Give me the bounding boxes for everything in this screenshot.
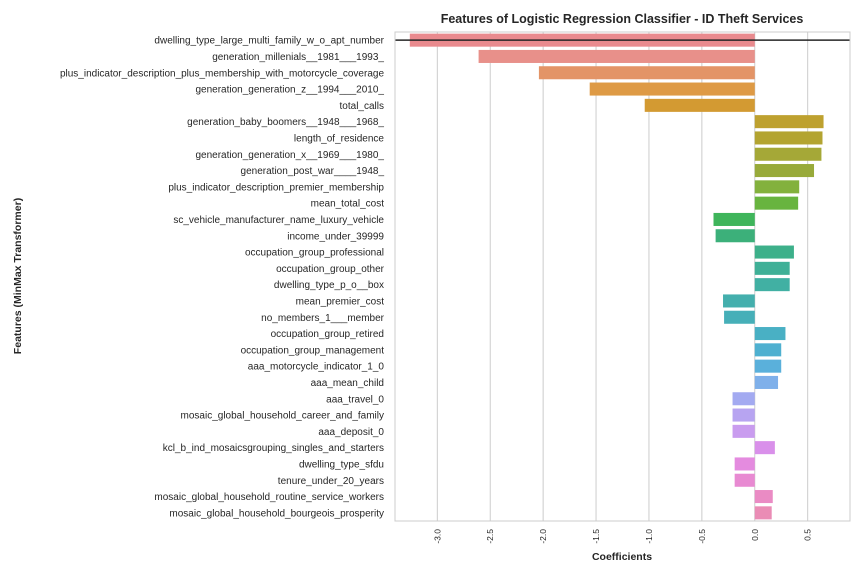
bar-occupation-group-management bbox=[754, 343, 782, 357]
bar-generation-post-war-1948 bbox=[754, 164, 815, 178]
x-tick-labels: -3.0 -2.5 -2.0 -1.5 -1.0 -0.5 0.0 0.5 bbox=[432, 529, 812, 544]
bar-aaa-deposit-0 bbox=[732, 424, 755, 438]
bar-tenure-under-20-years bbox=[734, 473, 755, 487]
y-tick-label: occupation_group_other bbox=[276, 264, 385, 275]
bar-generation-generation-x-1969-1980 bbox=[754, 147, 822, 161]
y-tick-label: generation_post_war____1948_ bbox=[241, 166, 385, 177]
x-axis-label: Coefficients bbox=[592, 551, 652, 563]
bar-length-of-residence bbox=[754, 131, 823, 145]
y-tick-label: mosaic_global_household_career_and_famil… bbox=[181, 411, 384, 422]
y-axis-label: Features (MinMax Transformer) bbox=[12, 198, 24, 354]
y-tick-label: mean_premier_cost bbox=[296, 296, 385, 307]
plot-area-frame bbox=[394, 31, 851, 522]
bar-generation-millenials-1981-1993 bbox=[478, 49, 755, 63]
y-tick-label: occupation_group_management bbox=[241, 345, 385, 356]
bar-total-calls bbox=[644, 98, 755, 112]
bar-income-under-39999 bbox=[715, 229, 755, 243]
bars bbox=[395, 33, 850, 520]
y-tick-label: mean_total_cost bbox=[311, 199, 385, 210]
y-tick-labels: dwelling_type_large_multi_family_w_o_apt… bbox=[60, 36, 385, 520]
bar-mosaic-global-household-career-and-family bbox=[732, 408, 755, 422]
chart-title: Features of Logistic Regression Classifi… bbox=[441, 12, 804, 26]
x-tick-label: -1.5 bbox=[591, 529, 601, 544]
bar-mean-premier-cost bbox=[723, 294, 755, 308]
bar-aaa-travel-0 bbox=[732, 392, 755, 406]
bar-mosaic-global-household-routine-service-workers bbox=[754, 490, 773, 504]
y-tick-label: generation_baby_boomers__1948___1968_ bbox=[187, 117, 384, 128]
y-tick-label: mosaic_global_household_bourgeois_prospe… bbox=[169, 508, 384, 519]
x-tick-label: 0.0 bbox=[750, 529, 760, 541]
y-tick-label: aaa_mean_child bbox=[311, 378, 384, 389]
bar-kcl-b-ind-mosaicsgrouping-singles-and-starters bbox=[754, 441, 775, 455]
y-tick-label: occupation_group_retired bbox=[271, 329, 384, 340]
y-tick-label: tenure_under_20_years bbox=[278, 476, 384, 487]
x-tick-label: -3.0 bbox=[432, 529, 442, 544]
bar-aaa-motorcycle-indicator-1-0 bbox=[754, 359, 782, 373]
bar-mosaic-global-household-bourgeois-prosperity bbox=[754, 506, 772, 520]
y-tick-label: mosaic_global_household_routine_service_… bbox=[154, 492, 384, 503]
y-tick-label: aaa_travel_0 bbox=[326, 394, 384, 405]
y-tick-label: dwelling_type_sfdu bbox=[299, 459, 384, 470]
bar-generation-generation-z-1994-2010 bbox=[589, 82, 755, 96]
bar-aaa-mean-child bbox=[754, 375, 779, 389]
x-tick-label: -1.0 bbox=[644, 529, 654, 544]
y-tick-label: generation_generation_z__1994___2010_ bbox=[195, 85, 384, 96]
y-tick-label: occupation_group_professional bbox=[245, 248, 384, 259]
bar-dwelling-type-p-o-box bbox=[754, 278, 790, 292]
bar-dwelling-type-sfdu bbox=[734, 457, 755, 471]
y-tick-label: aaa_motorcycle_indicator_1_0 bbox=[248, 362, 385, 373]
y-tick-label: dwelling_type_p_o__box bbox=[274, 280, 384, 291]
y-tick-label: length_of_residence bbox=[294, 133, 385, 144]
y-tick-label: plus_indicator_description_premier_membe… bbox=[168, 182, 384, 193]
y-tick-label: kcl_b_ind_mosaicsgrouping_singles_and_st… bbox=[163, 443, 384, 454]
x-tick-label: -2.5 bbox=[485, 529, 495, 544]
y-tick-label: dwelling_type_large_multi_family_w_o_apt… bbox=[154, 36, 384, 47]
bar-generation-baby-boomers-1948-1968 bbox=[754, 115, 824, 129]
x-tick-label: -0.5 bbox=[697, 529, 707, 544]
bar-no-members-1-member bbox=[724, 310, 755, 324]
bar-mean-total-cost bbox=[754, 196, 799, 210]
bar-occupation-group-professional bbox=[754, 245, 794, 259]
y-tick-label: total_calls bbox=[340, 101, 384, 112]
y-tick-label: generation_millenials__1981___1993_ bbox=[212, 52, 384, 63]
bar-plus-indicator-description-plus-membership-with-motorcycle-coverage bbox=[538, 66, 755, 80]
y-tick-label: plus_indicator_description_plus_membersh… bbox=[60, 68, 385, 79]
y-tick-label: sc_vehicle_manufacturer_name_luxury_vehi… bbox=[173, 215, 384, 226]
x-tick-label: -2.0 bbox=[538, 529, 548, 544]
gridlines bbox=[436, 32, 809, 521]
x-tick-label: 0.5 bbox=[803, 529, 813, 541]
y-tick-label: aaa_deposit_0 bbox=[318, 427, 384, 438]
y-tick-label: generation_generation_x__1969___1980_ bbox=[195, 150, 384, 161]
y-tick-label: no_members_1___member bbox=[261, 313, 385, 324]
y-tick-label: income_under_39999 bbox=[287, 231, 384, 242]
bar-sc-vehicle-manufacturer-name-luxury-vehicle bbox=[713, 212, 755, 226]
bar-occupation-group-retired bbox=[754, 327, 786, 341]
bar-occupation-group-other bbox=[754, 261, 790, 275]
bar-plus-indicator-description-premier-membership bbox=[754, 180, 800, 194]
